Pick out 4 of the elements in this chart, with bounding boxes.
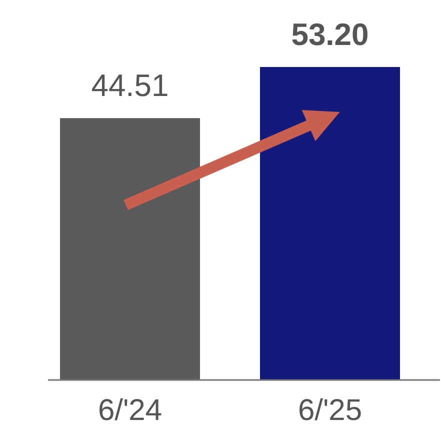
- data-label: 44.51: [91, 68, 169, 104]
- x-tick-label: 6/'25: [298, 394, 362, 427]
- x-tick-label: 6/'24: [98, 394, 162, 427]
- data-label: 53.20: [291, 17, 369, 52]
